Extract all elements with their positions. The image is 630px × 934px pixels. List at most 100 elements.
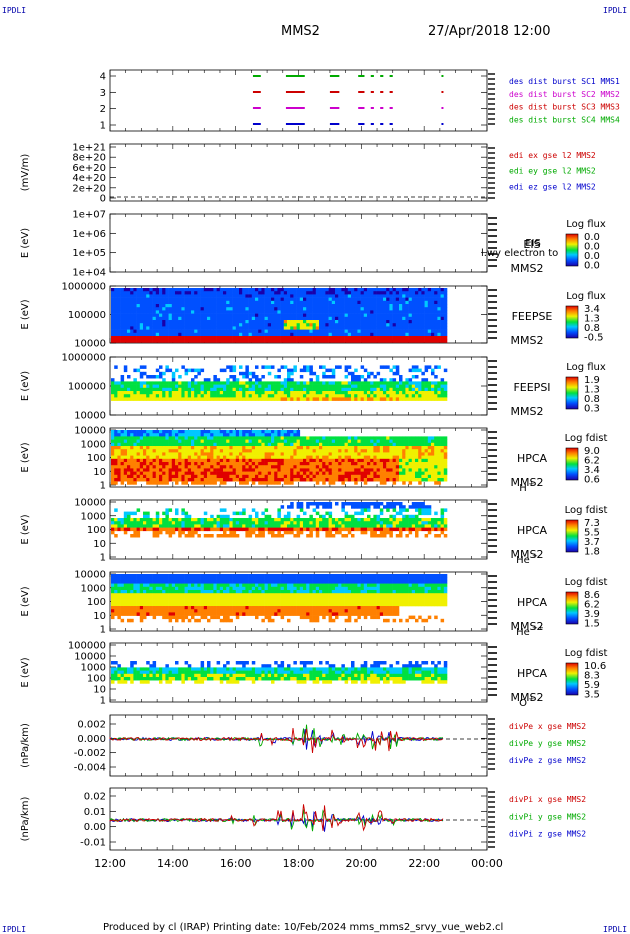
spectrogram-cell-feepse [427,310,432,314]
spectrogram-cell-feepsi [159,387,163,392]
spectrogram-cell-feepse [258,288,262,292]
spectrogram-cell-feepsi [271,381,275,385]
spectrogram-cell-feepsi [255,397,259,401]
spectrogram-cell-hpca_he [165,508,169,512]
spectrogram-cell-hpca_h [232,455,237,460]
spectrogram-cell-feepse [322,291,326,295]
spectrogram-cell-feepse [197,307,201,311]
spectrogram-cell-feepse [434,339,438,343]
spectrogram-cell-feepse [424,307,429,311]
spectrogram-cell-feepse [219,313,224,318]
spectrogram-cell-feepse [344,310,349,314]
spectrogram-cell-hpca_h [168,446,173,450]
spectrogram-cell-feepse [303,326,307,330]
spectrogram-cell-feepse [290,313,294,318]
spectrogram-cell-hpca_h [402,478,406,482]
spectrogram-cell-hpca_h [168,439,173,444]
spectrogram-cell-hpca_h [165,430,169,434]
spectrogram-cell-hpca_h [306,471,310,476]
spectrogram-cell-hpca_h [408,481,413,485]
spectrogram-cell-hpca_h [389,468,393,472]
spectrogram-cell-feepse [197,300,201,305]
spectrogram-cell-feepse [171,310,176,314]
spectrogram-cell-hpca_h [415,478,419,482]
spectrogram-cell-feepsi [440,378,445,382]
spectrogram-cell-hpca_h [344,462,349,466]
spectrogram-cell-feepsi [395,391,400,395]
spectrogram-cell-hpca_h [197,436,201,440]
spectrogram-cell-feepse [341,336,345,340]
spectrogram-cell-hpca_h [437,436,441,440]
spectrogram-cell-feepse [299,332,304,337]
spectrogram-cell-feepse [360,323,365,327]
spectrogram-cell-hpca_h [392,442,397,447]
spectrogram-cell-hpca_h [434,446,438,450]
spectrogram-cell-feepsi [424,378,429,382]
spectrogram-cell-feepsi [370,387,374,392]
spectrogram-cell-hpca_h [357,449,361,453]
spectrogram-cell-feepse [120,339,125,343]
spectrogram-cell-feepse [418,304,422,308]
spectrogram-cell-feepse [421,310,425,314]
spectrogram-cell-hpca_he [136,524,141,528]
spectrogram-cell-hpca_h [437,458,441,463]
spectrogram-cell-feepse [424,336,429,340]
spectrogram-cell-feepse [120,300,125,305]
spectrogram-cell-hpca_h [331,442,336,447]
spectrogram-cell-hpca_h [139,458,144,463]
spectrogram-cell-hpca_h [360,439,365,444]
spectrogram-cell-feepse [293,310,297,314]
spectrogram-cell-hpca_h [277,478,281,482]
spectrogram-cell-feepsi [325,391,329,395]
spectrogram-cell-hpca_he [146,511,150,516]
spectrogram-cell-hpca_h [133,430,137,434]
spectrogram-cell-hpca_h [251,442,256,447]
spectrogram-cell-hpca_h [255,478,259,482]
spectrogram-cell-feepse [283,297,288,302]
spectrogram-cell-feepse [168,288,173,292]
spectrogram-cell-feepse [171,332,176,337]
spectrogram-cell-hpca_he [162,527,166,532]
spectrogram-cell-hpca_h [162,458,166,463]
spectrogram-cell-hpca_h [363,439,368,444]
spectrogram-cell-feepse [232,310,237,314]
spectrogram-cell-hpca_h [111,471,115,476]
spectrogram-cell-hpca_h [162,436,166,440]
spectrogram-cell-feepse [367,297,371,302]
spectrogram-cell-hpca_h [261,455,265,460]
spectrogram-cell-feepse [408,297,413,302]
spectrogram-cell-hpca_h [133,433,137,437]
spectrogram-cell-feepse [280,326,285,330]
spectrogram-cell-feepse [379,329,384,334]
spectrogram-cell-feepse [338,294,342,298]
spectrogram-cell-feepse [431,291,435,295]
spectrogram-cell-feepsi [421,381,425,385]
spectrogram-cell-hpca_h [127,462,131,466]
spectrogram-cell-hpca_h [235,446,240,450]
spectrogram-cell-feepse [443,320,448,324]
spectrogram-cell-feepse [264,332,269,337]
spectrogram-cell-hpca_h [357,452,361,456]
spectrogram-cell-feepse [386,323,390,327]
spectrogram-cell-hpca_he [143,527,147,532]
eis-overlay-text: l.wy electron to [481,248,558,259]
spectrogram-cell-hpca_h [315,455,320,460]
spectrogram-cell-hpca_h [264,471,269,476]
spectrogram-cell-feepse [235,320,240,324]
spectrogram-cell-feepsi [255,381,259,385]
spectrogram-cell-feepse [114,320,118,324]
spectrogram-cell-feepse [283,326,288,330]
spectrogram-cell-feepsi [351,375,355,379]
spectrogram-cell-feepse [191,332,195,337]
spectrogram-cell-hpca_h [207,462,211,466]
spectrogram-cell-feepse [271,332,275,337]
spectrogram-cell-feepsi [280,394,285,398]
spectrogram-cell-hpca_h [357,458,361,463]
y-tick-label: 1 [100,553,106,564]
spectrogram-cell-feepsi [155,375,160,379]
spectrogram-cell-feepsi [223,391,227,395]
spectrogram-cell-hpca_h [184,436,189,440]
spectrogram-cell-feepse [392,304,397,308]
spectrogram-cell-feepsi [287,381,291,385]
spectrogram-cell-feepse [421,291,425,295]
